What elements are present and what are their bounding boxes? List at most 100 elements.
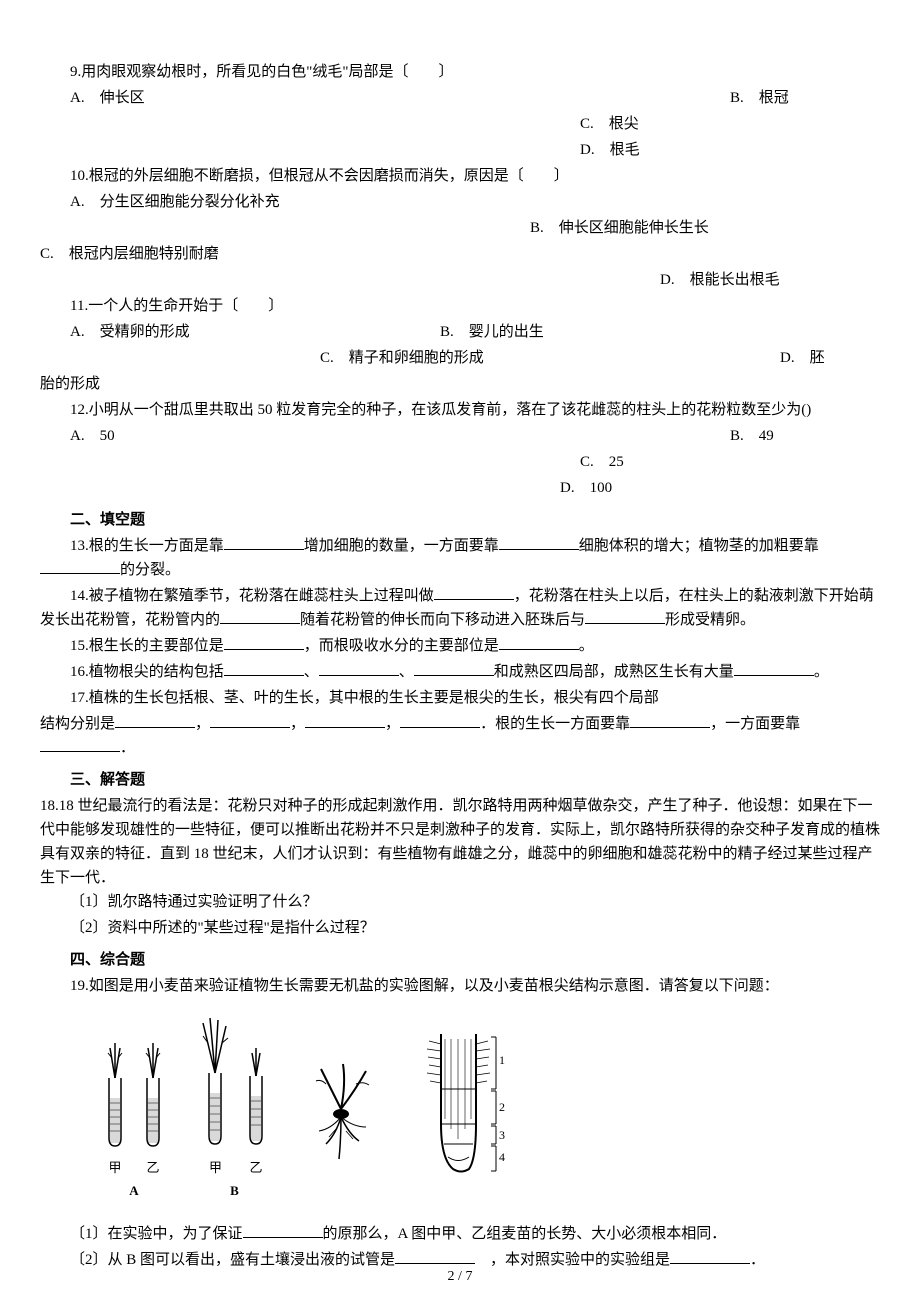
q12-optA: A. 50 xyxy=(40,424,730,448)
blank xyxy=(499,535,579,550)
q17-text: 17.植株的生长包括根、茎、叶的生长，其中根的生长主要是根尖的生长，根尖有四个局… xyxy=(40,686,880,710)
q17-p1: 结构分别是 xyxy=(40,716,115,732)
q9-optA: A. 伸长区 xyxy=(40,86,730,110)
q11-row2: C. 精子和卵细胞的形成 D. 胚 xyxy=(40,346,880,370)
question-17: 17.植株的生长包括根、茎、叶的生长，其中根的生长主要是根尖的生长，根尖有四个局… xyxy=(40,686,880,760)
q14-p4: 形成受精卵。 xyxy=(665,612,755,628)
q14-p3: 随着花粉管的伸长而向下移动进入胚珠后与 xyxy=(300,612,585,628)
question-19: 19.如图是用小麦苗来验证植物生长需要无机盐的实验图解，以及小麦苗根尖结构示意图… xyxy=(40,974,880,1272)
q11-optA: A. 受精卵的形成 xyxy=(40,320,440,344)
q11-optD-suffix: 胎的形成 xyxy=(40,372,880,396)
blank xyxy=(319,661,399,676)
blank xyxy=(243,1223,323,1238)
question-16: 16.植物根尖的结构包括、、和成熟区四局部，成熟区生长有大量。 xyxy=(40,660,880,684)
svg-text:1: 1 xyxy=(499,1053,505,1067)
root-plant-icon xyxy=(301,1059,391,1179)
question-13: 13.根的生长一方面是靠增加细胞的数量，一方面要靠细胞体积的增大；植物茎的加粗要… xyxy=(40,534,880,582)
svg-text:2: 2 xyxy=(499,1100,505,1114)
q17-p4: ， xyxy=(385,716,400,732)
q9-optC: C. 根尖 xyxy=(40,112,880,136)
label-yi1: 乙 xyxy=(138,1158,168,1179)
svg-text:4: 4 xyxy=(499,1150,505,1164)
seedling-tube-icon xyxy=(138,1038,168,1148)
q17-p2: ， xyxy=(195,716,210,732)
section4-title: 四、综合题 xyxy=(40,948,880,972)
q17-p3: ， xyxy=(290,716,305,732)
q17-p6: ，一方面要靠 xyxy=(710,716,800,732)
blank xyxy=(670,1249,750,1264)
seedling-tube-short-icon xyxy=(241,1018,271,1148)
label-yi2: 乙 xyxy=(241,1158,271,1179)
blank xyxy=(220,609,300,624)
q12-text: 12.小明从一个甜瓜里共取出 50 粒发育完全的种子，在该瓜发育前，落在了该花雌… xyxy=(40,398,880,422)
section2-title: 二、填空题 xyxy=(40,508,880,532)
tube-a-yi: 乙 xyxy=(138,1038,168,1179)
q19-sub1: 〔1〕在实验中，为了保证的原那么，A 图中甲、乙组麦苗的长势、大小必须根本相同． xyxy=(40,1222,880,1246)
root-tip-icon: 1 2 3 4 xyxy=(421,1029,511,1179)
q10-text: 10.根冠的外层细胞不断磨损，但根冠从不会因磨损而消失，原因是〔 〕 xyxy=(40,164,880,188)
blank xyxy=(305,713,385,728)
q15-p3: 。 xyxy=(579,638,594,654)
q13-p2: 增加细胞的数量，一方面要靠 xyxy=(304,538,499,554)
blank xyxy=(224,661,304,676)
blank xyxy=(734,661,814,676)
root-tip-diagram: 1 2 3 4 xyxy=(421,1029,511,1187)
q11-optB: B. 婴儿的出生 xyxy=(440,320,544,344)
q12-optB: B. 49 xyxy=(730,424,880,448)
blank xyxy=(210,713,290,728)
blank xyxy=(414,661,494,676)
blank xyxy=(115,713,195,728)
q19-sub1-p2: 的原那么，A 图中甲、乙组麦苗的长势、大小必须根本相同． xyxy=(323,1226,727,1242)
q14-p1: 14.被子植物在繁殖季节，花粉落在雌蕊柱头上过程叫做 xyxy=(70,588,434,604)
root-plant xyxy=(301,1059,391,1187)
q12-optD: D. 100 xyxy=(40,476,880,500)
label-jia1: 甲 xyxy=(100,1158,130,1179)
question-11: 11.一个人的生命开始于〔 〕 A. 受精卵的形成 B. 婴儿的出生 C. 精子… xyxy=(40,294,880,396)
tube-a-jia: 甲 xyxy=(100,1038,130,1179)
question-10: 10.根冠的外层细胞不断磨损，但根冠从不会因磨损而消失，原因是〔 〕 A. 分生… xyxy=(40,164,880,292)
q11-row1: A. 受精卵的形成 B. 婴儿的出生 xyxy=(40,320,880,344)
group-a: 甲 xyxy=(100,1038,168,1202)
q17-p5: ．根的生长一方面要靠 xyxy=(480,716,630,732)
page-number: 2 / 7 xyxy=(448,1266,473,1288)
question-14: 14.被子植物在繁殖季节，花粉落在雌蕊柱头上过程叫做，花粉落在柱头上以后，在柱头… xyxy=(40,584,880,632)
blank xyxy=(499,635,579,650)
group-b: 甲 乙 B xyxy=(198,1018,271,1202)
q10-optA: A. 分生区细胞能分裂分化补充 xyxy=(40,190,880,214)
blank xyxy=(395,1249,475,1264)
q10-optB: B. 伸长区细胞能伸长生长 xyxy=(40,216,880,240)
question-12: 12.小明从一个甜瓜里共取出 50 粒发育完全的种子，在该瓜发育前，落在了该花雌… xyxy=(40,398,880,500)
seedling-tube-tall-icon xyxy=(198,1018,233,1148)
blank xyxy=(224,535,304,550)
tube-b-yi: 乙 xyxy=(241,1018,271,1179)
blank xyxy=(40,559,120,574)
question-18: 18.18 世纪最流行的看法是：花粉只对种子的形成起刺激作用．凯尔路特用两种烟草… xyxy=(40,794,880,940)
seedling-tube-icon xyxy=(100,1038,130,1148)
q18-sub1: 〔1〕凯尔路特通过实验证明了什么？ xyxy=(40,890,880,914)
label-jia2: 甲 xyxy=(198,1158,233,1179)
q11-optD-prefix: D. 胚 xyxy=(780,346,880,370)
q13-p1: 13.根的生长一方面是靠 xyxy=(70,538,224,554)
q16-p4: 和成熟区四局部，成熟区生长有大量 xyxy=(494,664,734,680)
q18-text: 18.18 世纪最流行的看法是：花粉只对种子的形成起刺激作用．凯尔路特用两种烟草… xyxy=(40,794,880,890)
q11-optC: C. 精子和卵细胞的形成 xyxy=(40,346,780,370)
blank xyxy=(434,585,514,600)
section3-title: 三、解答题 xyxy=(40,768,880,792)
q19-text: 19.如图是用小麦苗来验证植物生长需要无机盐的实验图解，以及小麦苗根尖结构示意图… xyxy=(40,974,880,998)
svg-text:3: 3 xyxy=(499,1128,505,1142)
q17-p7: ． xyxy=(120,740,135,756)
q12-optC: C. 25 xyxy=(40,450,880,474)
q9-text: 9.用肉眼观察幼根时，所看见的白色"绒毛"局部是〔 〕 xyxy=(40,60,880,84)
q9-optD: D. 根毛 xyxy=(40,138,880,162)
q10-optC: C. 根冠内层细胞特别耐磨 xyxy=(40,242,880,266)
q9-optB: B. 根冠 xyxy=(730,86,880,110)
label-b: B xyxy=(198,1181,271,1202)
question-15: 15.根生长的主要部位是，而根吸收水分的主要部位是。 xyxy=(40,634,880,658)
q19-sub2-p2: ，本对照实验中的实验组是 xyxy=(475,1252,670,1268)
q13-p4: 的分裂。 xyxy=(120,562,180,578)
q9-row1: A. 伸长区 B. 根冠 xyxy=(40,86,880,110)
figure-container: 甲 xyxy=(40,1018,880,1202)
blank xyxy=(585,609,665,624)
q19-sub2-p3: ． xyxy=(750,1252,765,1268)
tube-b-jia: 甲 xyxy=(198,1018,233,1179)
